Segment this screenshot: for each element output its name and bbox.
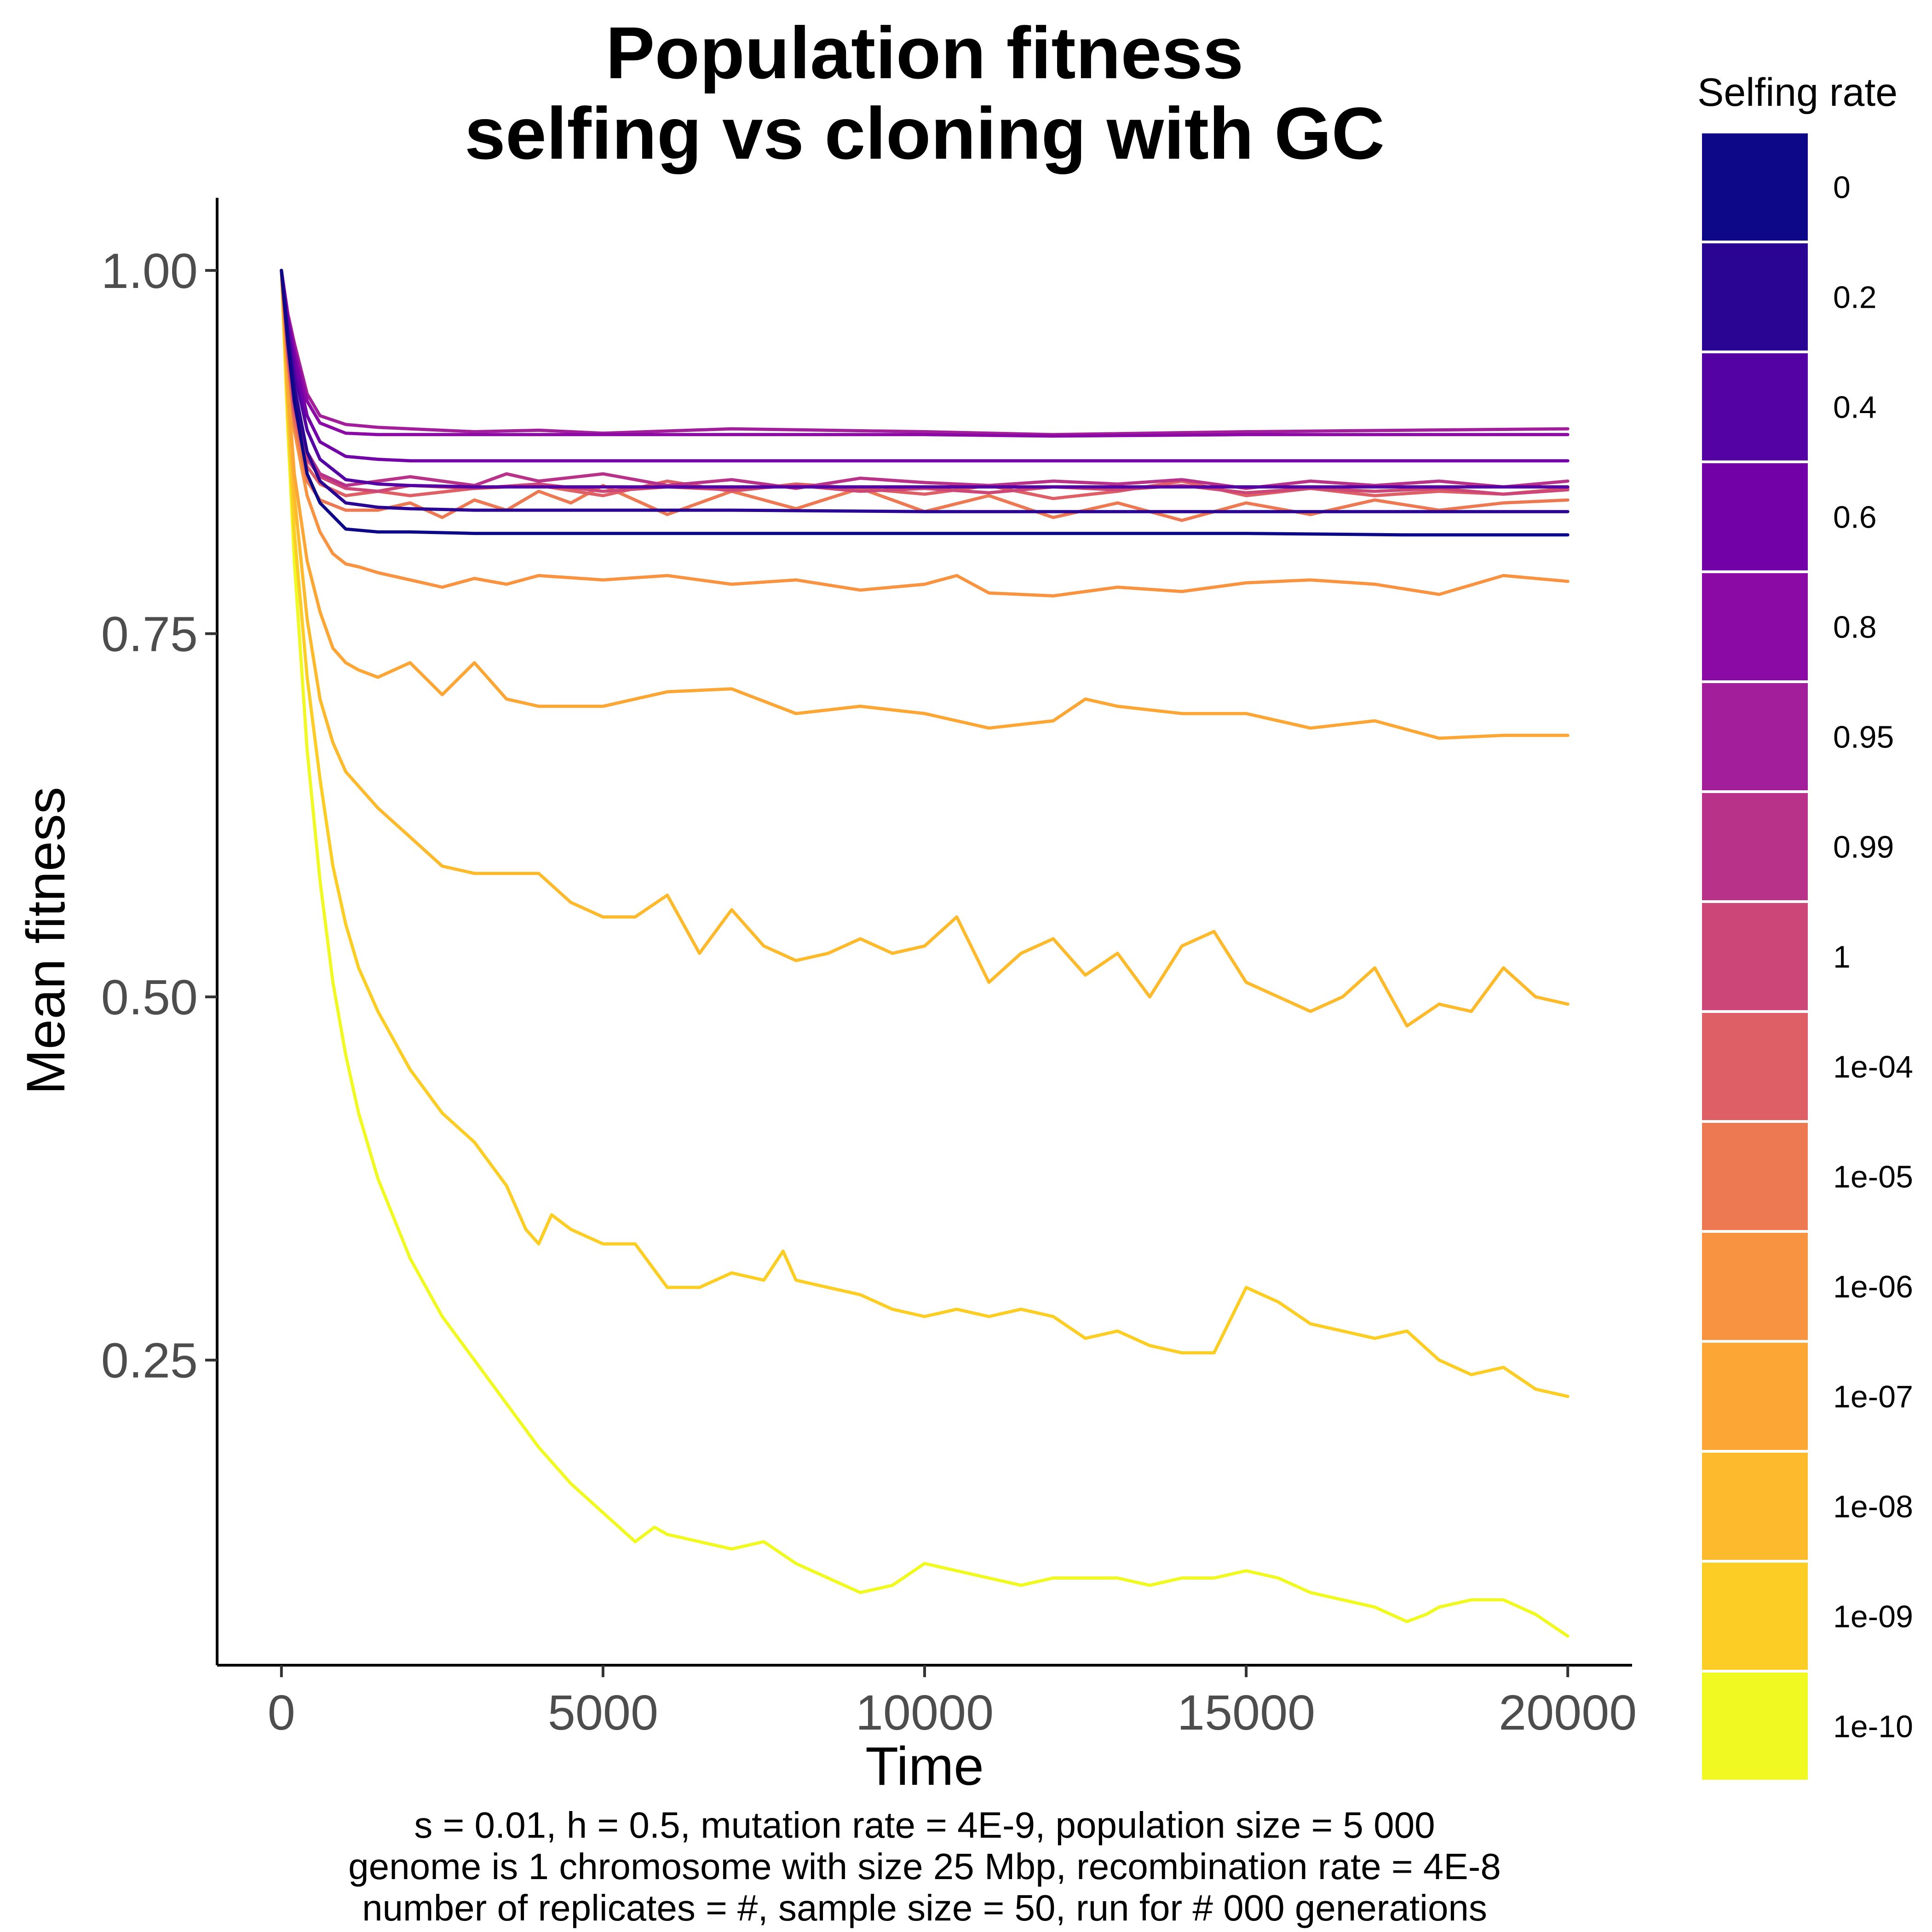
legend-label: 0.99 — [1833, 830, 1894, 865]
legend-key — [1702, 133, 1808, 241]
series-line-0.2 — [280, 269, 1570, 513]
x-tick-label: 5000 — [548, 1685, 658, 1740]
series-line-0.95 — [280, 269, 1570, 437]
legend-label: 1e-09 — [1833, 1599, 1913, 1634]
x-axis-ticks: 0 5000 10000 15000 20000 — [268, 1665, 1637, 1740]
legend-label: 1 — [1833, 940, 1851, 975]
legend-key — [1702, 1563, 1808, 1670]
caption-line-1: s = 0.01, h = 0.5, mutation rate = 4E-9,… — [414, 1805, 1435, 1846]
y-tick-label: 1.00 — [101, 243, 198, 299]
y-tick-label: 0.50 — [101, 969, 198, 1025]
series-layer — [280, 269, 1570, 1638]
chart-title: Population fitness selfing vs cloning wi… — [465, 12, 1385, 174]
series-line-0.8 — [280, 269, 1570, 438]
series-line-1e-06 — [280, 269, 1570, 598]
series-line-0.99 — [280, 269, 1570, 490]
series-line-1e-07 — [280, 269, 1570, 740]
legend-label: 0.8 — [1833, 610, 1877, 645]
caption-line-3: number of replicates = #, sample size = … — [362, 1887, 1487, 1928]
x-tick-label: 0 — [268, 1685, 295, 1740]
legend-items: 0 0.2 0.4 0.6 0.8 0.95 0.99 1 1e-04 1e-05 1e-06 1e-… — [1702, 133, 1913, 1780]
legend-key — [1702, 353, 1808, 460]
legend-label: 0.95 — [1833, 720, 1894, 755]
caption-line-2: genome is 1 chromosome with size 25 Mbp,… — [348, 1846, 1501, 1887]
legend-label: 0.4 — [1833, 390, 1877, 425]
legend-key — [1702, 903, 1808, 1010]
legend-key — [1702, 1123, 1808, 1230]
legend-label: 1e-07 — [1833, 1380, 1913, 1414]
series-line-1e-04 — [280, 269, 1570, 500]
legend-label: 0.6 — [1833, 500, 1877, 535]
legend-label: 1e-10 — [1833, 1709, 1913, 1744]
legend-label: 1e-05 — [1833, 1160, 1913, 1195]
legend-key — [1702, 243, 1808, 351]
legend-key — [1702, 793, 1808, 900]
series-line-1e-05 — [280, 269, 1570, 522]
legend-label: 1e-06 — [1833, 1270, 1913, 1305]
legend-key — [1702, 463, 1808, 570]
y-axis-ticks: 0.25 0.50 0.75 1.00 — [101, 243, 217, 1388]
legend-key — [1702, 683, 1808, 790]
legend-label: 1e-08 — [1833, 1489, 1913, 1524]
series-line-0 — [280, 269, 1570, 537]
legend-key — [1702, 1343, 1808, 1450]
series-line-1e-09 — [280, 269, 1570, 1398]
caption: s = 0.01, h = 0.5, mutation rate = 4E-9,… — [348, 1805, 1501, 1928]
legend-label: 1e-04 — [1833, 1050, 1913, 1085]
y-tick-label: 0.25 — [101, 1333, 198, 1388]
y-tick-label: 0.75 — [101, 606, 198, 662]
x-tick-label: 10000 — [856, 1685, 994, 1740]
legend-title: Selfing rate — [1697, 70, 1898, 115]
legend-key — [1702, 573, 1808, 680]
legend-label: 0 — [1833, 170, 1851, 205]
chart-title-line-1: Population fitness — [606, 12, 1244, 94]
y-axis-title: Mean fitness — [16, 787, 76, 1095]
x-tick-label: 15000 — [1177, 1685, 1315, 1740]
legend: Selfing rate 0 0.2 0.4 0.6 0.8 0.95 0.99 1 1e-04… — [1697, 70, 1913, 1780]
series-line-1e-10 — [280, 269, 1570, 1638]
chart-title-line-2: selfing vs cloning with GC — [465, 92, 1385, 174]
x-axis-title: Time — [865, 1736, 984, 1797]
legend-key — [1702, 1453, 1808, 1560]
legend-key — [1702, 1233, 1808, 1340]
legend-label: 0.2 — [1833, 280, 1877, 315]
legend-key — [1702, 1673, 1808, 1780]
series-line-0.6 — [280, 269, 1570, 463]
series-line-0.4 — [280, 269, 1570, 489]
series-line-1e-08 — [280, 269, 1570, 1028]
plot-area: 0 5000 10000 15000 20000 0.25 0.50 0.75 1.00 — [101, 198, 1637, 1740]
legend-key — [1702, 1013, 1808, 1120]
x-tick-label: 20000 — [1499, 1685, 1637, 1740]
